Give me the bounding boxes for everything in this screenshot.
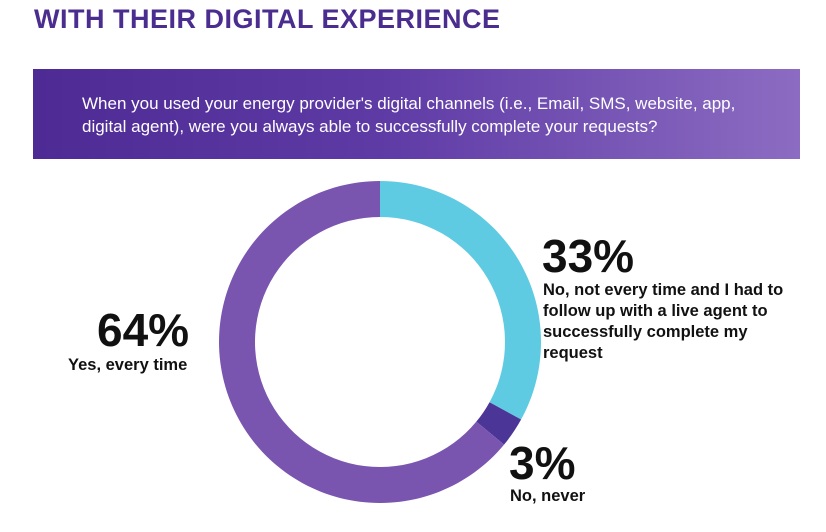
percent-label-yes: 64% xyxy=(97,304,190,356)
slice-not-every-time xyxy=(380,181,541,420)
slice-never xyxy=(476,402,522,445)
question-banner: When you used your energy provider's dig… xyxy=(33,69,800,159)
slice-label-not-every-time: No, not every time and I had to follow u… xyxy=(543,281,784,362)
slice-label-never: No, never xyxy=(510,487,586,505)
percent-label-never: 3% xyxy=(509,437,576,489)
slice-label-yes: Yes, every time xyxy=(68,356,188,374)
question-text: When you used your energy provider's dig… xyxy=(82,94,736,136)
percent-label-not-every-time: 33% xyxy=(542,230,635,282)
page-heading: WITH THEIR DIGITAL EXPERIENCE xyxy=(34,4,501,34)
slice-yes xyxy=(219,181,505,503)
